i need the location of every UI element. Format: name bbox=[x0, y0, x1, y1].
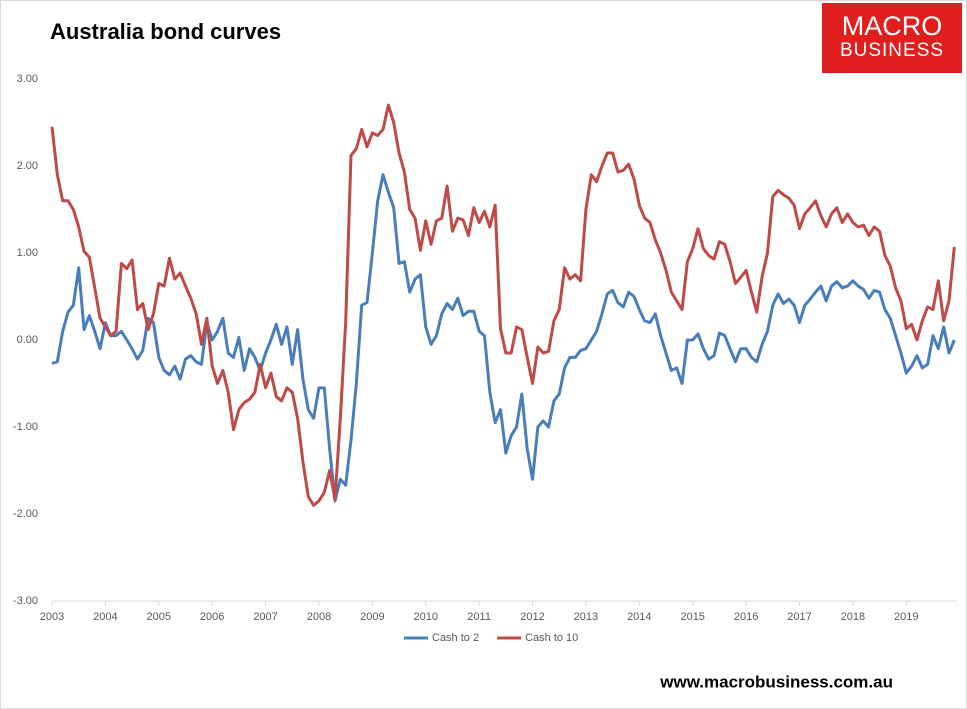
y-tick-label: 1.00 bbox=[17, 247, 38, 259]
y-tick-label: 0.00 bbox=[17, 334, 38, 346]
logo-box bbox=[822, 3, 962, 73]
x-tick-label: 2015 bbox=[680, 611, 704, 623]
chart-title: Australia bond curves bbox=[50, 19, 281, 44]
x-tick-label: 2003 bbox=[40, 611, 64, 623]
legend-label: Cash to 10 bbox=[525, 632, 578, 644]
x-tick-label: 2014 bbox=[627, 611, 651, 623]
x-tick-label: 2011 bbox=[467, 611, 491, 623]
x-tick-label: 2017 bbox=[787, 611, 811, 623]
logo-text: BUSINESS bbox=[840, 40, 944, 61]
legend-label: Cash to 2 bbox=[432, 632, 479, 644]
logo-text: MACRO bbox=[842, 11, 943, 41]
series-line bbox=[51, 173, 956, 503]
y-tick-label: 2.00 bbox=[17, 160, 38, 172]
x-tick-label: 2013 bbox=[574, 611, 598, 623]
series-line bbox=[50, 103, 956, 507]
x-tick-label: 2009 bbox=[360, 611, 384, 623]
x-tick-label: 2004 bbox=[93, 611, 117, 623]
y-tick-label: -1.00 bbox=[13, 421, 38, 433]
x-tick-label: 2010 bbox=[414, 611, 438, 623]
y-tick-label: -2.00 bbox=[13, 508, 38, 520]
x-tick-label: 2008 bbox=[307, 611, 331, 623]
x-tick-label: 2018 bbox=[841, 611, 865, 623]
x-tick-label: 2019 bbox=[894, 611, 918, 623]
x-tick-label: 2005 bbox=[147, 611, 171, 623]
y-tick-label: 3.00 bbox=[17, 73, 38, 85]
x-tick-label: 2016 bbox=[734, 611, 758, 623]
x-tick-label: 2012 bbox=[520, 611, 544, 623]
x-tick-label: 2007 bbox=[253, 611, 277, 623]
footer-url: www.macrobusiness.com.au bbox=[659, 672, 893, 691]
y-tick-label: -3.00 bbox=[13, 595, 38, 607]
x-tick-label: 2006 bbox=[200, 611, 224, 623]
